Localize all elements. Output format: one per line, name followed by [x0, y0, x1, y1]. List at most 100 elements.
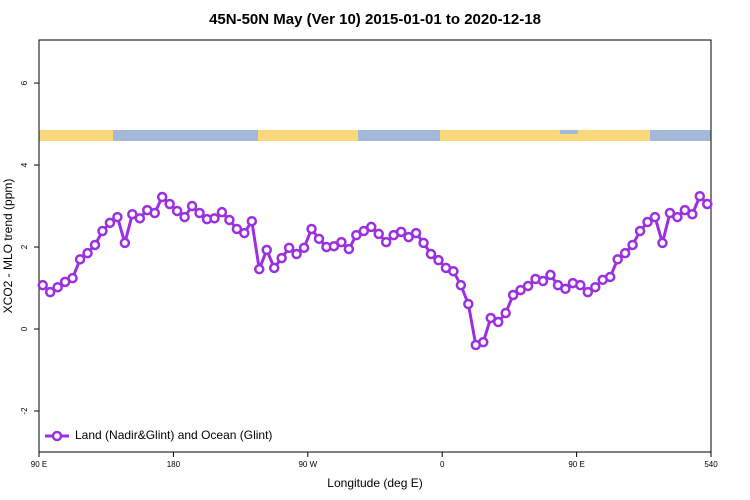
point: [575, 279, 586, 291]
point: [395, 226, 407, 238]
point: [261, 244, 272, 256]
point: [687, 208, 698, 220]
point: [231, 223, 243, 235]
point: [410, 227, 422, 239]
y-tick-label: -2: [20, 407, 29, 415]
point: [463, 298, 474, 310]
point: [373, 228, 384, 240]
point: [276, 252, 287, 264]
point: [627, 239, 638, 251]
x-axis-label: Longitude (deg E): [327, 476, 422, 490]
land: [258, 130, 358, 141]
y-tick-label: 6: [20, 80, 29, 85]
land: [39, 130, 113, 141]
point: [328, 240, 340, 252]
point: [254, 263, 265, 275]
ocean: [39, 130, 711, 141]
point: [679, 204, 691, 216]
point: [134, 213, 146, 224]
point: [425, 248, 437, 260]
point: [500, 307, 511, 319]
point: [89, 239, 101, 251]
point: [37, 279, 48, 291]
point: [455, 279, 467, 291]
point: [149, 207, 160, 219]
point: [313, 233, 325, 245]
y-tick-label: 4: [20, 162, 29, 167]
point: [52, 281, 63, 293]
point: [366, 221, 377, 233]
point: [194, 207, 205, 219]
point: [127, 208, 138, 220]
point: [306, 223, 317, 235]
point: [343, 243, 355, 255]
point: [291, 248, 302, 260]
point: [634, 225, 646, 237]
point: [216, 206, 228, 218]
x-tick-label: 90 E: [31, 460, 47, 469]
point: [268, 262, 280, 274]
point: [239, 227, 250, 239]
point: [522, 280, 534, 292]
point: [649, 211, 661, 223]
chart-title: 45N-50N May (Ver 10) 2015-01-01 to 2020-…: [209, 11, 541, 28]
point: [104, 217, 116, 229]
point: [485, 312, 496, 324]
x-tick-label: 90 E: [568, 460, 584, 469]
point: [492, 316, 504, 328]
point: [298, 242, 310, 254]
point: [694, 190, 706, 202]
point: [448, 265, 459, 277]
point: [97, 225, 108, 237]
point: [612, 254, 623, 265]
legend-marker: [51, 430, 63, 442]
ocean: [560, 130, 578, 134]
x-tick-label: 0: [440, 460, 445, 469]
point: [82, 247, 93, 259]
plot-frame: [38, 39, 712, 453]
point: [545, 269, 556, 281]
point: [560, 283, 571, 295]
point: [537, 275, 549, 287]
y-tick-label: 0: [20, 326, 29, 331]
point: [67, 272, 78, 284]
point: [44, 286, 56, 298]
point: [433, 254, 444, 266]
legend-label: Land (Nadir&Glint) and Ocean (Glint): [75, 428, 272, 442]
point: [515, 284, 526, 296]
point: [619, 247, 631, 259]
point: [657, 237, 668, 249]
point: [702, 198, 713, 210]
point: [209, 213, 220, 224]
point: [604, 271, 616, 283]
point: [164, 198, 175, 210]
point: [358, 225, 370, 237]
point: [418, 237, 429, 249]
x-tick-label: 180: [167, 460, 181, 469]
point: [156, 191, 168, 203]
point: [351, 229, 362, 241]
point: [507, 289, 519, 301]
point: [112, 211, 123, 223]
point: [246, 215, 258, 227]
point: [283, 242, 295, 254]
point: [224, 214, 235, 226]
land: [440, 130, 650, 141]
point: [403, 231, 414, 243]
point: [672, 211, 683, 223]
point: [171, 205, 183, 217]
point: [478, 336, 489, 348]
point: [582, 286, 594, 298]
point: [380, 236, 392, 248]
x-tick-label: 540: [704, 460, 718, 469]
y-tick-label: 2: [20, 244, 29, 249]
point: [179, 211, 190, 223]
map-strip: [39, 130, 711, 141]
point: [119, 237, 131, 249]
point: [186, 200, 198, 212]
point: [336, 236, 347, 248]
x-tick-label: 90 W: [298, 460, 317, 469]
point: [664, 207, 676, 219]
